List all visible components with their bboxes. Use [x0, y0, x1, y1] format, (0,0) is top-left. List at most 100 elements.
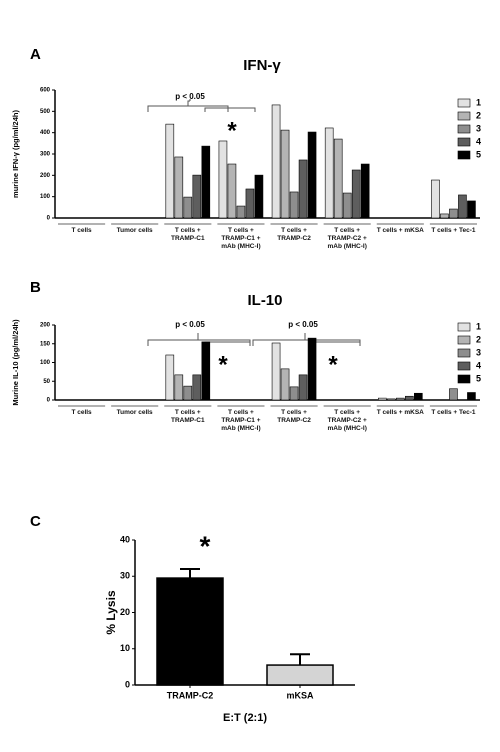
- panel-letter: C: [30, 513, 41, 530]
- y-tick-label: 200: [40, 323, 51, 329]
- legend-swatch: [457, 335, 471, 345]
- category-label-box: T cells + TRAMP-C1 + mAb (MHC-I): [221, 409, 261, 433]
- legend-label: 3: [476, 123, 481, 133]
- bar: [218, 140, 228, 219]
- category-label-box: T cells + TRAMP-C1: [171, 227, 205, 243]
- y-tick-label: 40: [120, 534, 130, 544]
- bar: [183, 385, 193, 401]
- significance-bracket: [147, 339, 251, 346]
- y-tick-label: 300: [40, 152, 51, 158]
- significance-bracket: [204, 107, 256, 112]
- bar: [280, 129, 290, 219]
- category-label-box: T cells + TRAMP-C2: [277, 227, 311, 243]
- bar: [467, 200, 476, 219]
- x-tick-label: T cells + TRAMP-C1: [171, 227, 205, 243]
- category-label-box: T cells + mKSA: [376, 227, 424, 234]
- x-tick-label: TRAMP-C2: [167, 690, 214, 700]
- legend-swatch: [457, 150, 471, 160]
- bar: [271, 342, 281, 401]
- bar: [174, 156, 184, 219]
- legend-swatch: [457, 361, 471, 371]
- x-tick-label: T cells + TRAMP-C1 + mAb (MHC-I): [221, 227, 261, 251]
- category-label-box: T cells + Tec-1: [431, 409, 476, 416]
- y-axis-label: % Lysis: [104, 590, 118, 635]
- legend-label: 4: [476, 136, 481, 146]
- x-tick-label: T cells + TRAMP-C1: [171, 409, 205, 425]
- x-tick-label: T cells + mKSA: [376, 409, 424, 416]
- annotation: *: [227, 117, 237, 144]
- y-tick-label: 400: [40, 130, 51, 136]
- x-tick-label: T cells: [71, 227, 92, 234]
- bar: [227, 163, 237, 219]
- bar: [449, 388, 458, 401]
- category-label-box: T cells + Tec-1: [431, 227, 476, 234]
- x-tick-label: T cells + TRAMP-C2 + mAb (MHC-I): [327, 227, 367, 251]
- annotation: *: [328, 351, 338, 378]
- annotation: p < 0.05: [288, 320, 318, 329]
- bar: [192, 174, 202, 219]
- y-tick-label: 30: [120, 571, 130, 581]
- y-axis-label: murine IFN-γ (pg/ml/24h): [11, 110, 20, 198]
- x-tick-label: T cells + Tec-1: [431, 227, 476, 234]
- x-tick-label: T cells + TRAMP-C1 + mAb (MHC-I): [221, 409, 261, 433]
- bar: [245, 188, 255, 219]
- legend-label: 1: [476, 97, 481, 107]
- y-tick-label: 200: [40, 173, 51, 179]
- annotation: p < 0.05: [175, 320, 205, 329]
- y-tick-label: 100: [40, 194, 51, 200]
- x-tick-label: T cells + TRAMP-C2 + mAb (MHC-I): [327, 409, 367, 433]
- x-tick-label: Tumor cells: [116, 227, 153, 234]
- legend-label: 3: [476, 347, 481, 357]
- legend-swatch: [457, 348, 471, 358]
- x-tick-label: T cells + mKSA: [376, 227, 424, 234]
- bar: [405, 395, 414, 401]
- y-tick-label: 10: [120, 643, 130, 653]
- bar: [307, 337, 317, 401]
- significance-bracket: [204, 341, 250, 346]
- y-tick-label: 500: [40, 109, 51, 115]
- bar: [201, 341, 211, 401]
- bar: [183, 196, 193, 219]
- chart-title: IFN-γ: [243, 57, 281, 74]
- y-tick-label: 0: [125, 679, 130, 689]
- x-tick-label: T cells + TRAMP-C2: [277, 409, 311, 425]
- legend-swatch: [457, 98, 471, 108]
- panel-letter: A: [30, 46, 41, 63]
- bar: [324, 127, 334, 219]
- bar: [458, 194, 467, 219]
- y-axis-label: Murine IL-10 (pg/ml/24h): [11, 319, 20, 406]
- x-tick-label: T cells + TRAMP-C2: [277, 227, 311, 243]
- category-label-box: T cells + TRAMP-C2 + mAb (MHC-I): [327, 227, 367, 251]
- legend-label: 1: [476, 321, 481, 331]
- category-label-box: Tumor cells: [117, 409, 153, 416]
- category-label-box: T cells: [71, 409, 91, 416]
- legend-swatch: [457, 322, 471, 332]
- bar: [266, 664, 334, 686]
- x-tick-label: T cells + Tec-1: [431, 409, 476, 416]
- category-label-box: Tumor cells: [116, 227, 153, 234]
- bar: [467, 392, 476, 401]
- category-label-box: T cells + TRAMP-C1: [171, 409, 205, 425]
- bar: [236, 205, 246, 219]
- legend-label: 5: [476, 373, 481, 383]
- bar: [333, 138, 343, 219]
- y-tick-label: 100: [40, 360, 51, 366]
- legend-swatch: [457, 137, 471, 147]
- legend-swatch: [457, 124, 471, 134]
- category-label-box: T cells + mKSA: [376, 409, 424, 416]
- legend-label: 4: [476, 360, 481, 370]
- legend-label: 2: [476, 334, 481, 344]
- bar: [201, 145, 211, 219]
- bar: [271, 104, 281, 219]
- bar: [165, 123, 175, 219]
- category-label-box: T cells + TRAMP-C2: [277, 409, 311, 425]
- annotation: *: [218, 351, 228, 378]
- bar: [156, 577, 224, 686]
- bar: [254, 174, 264, 219]
- legend-swatch: [457, 111, 471, 121]
- bar: [307, 131, 317, 219]
- y-tick-label: 20: [120, 607, 130, 617]
- significance-bracket: [252, 339, 361, 346]
- y-tick-label: 600: [40, 88, 51, 94]
